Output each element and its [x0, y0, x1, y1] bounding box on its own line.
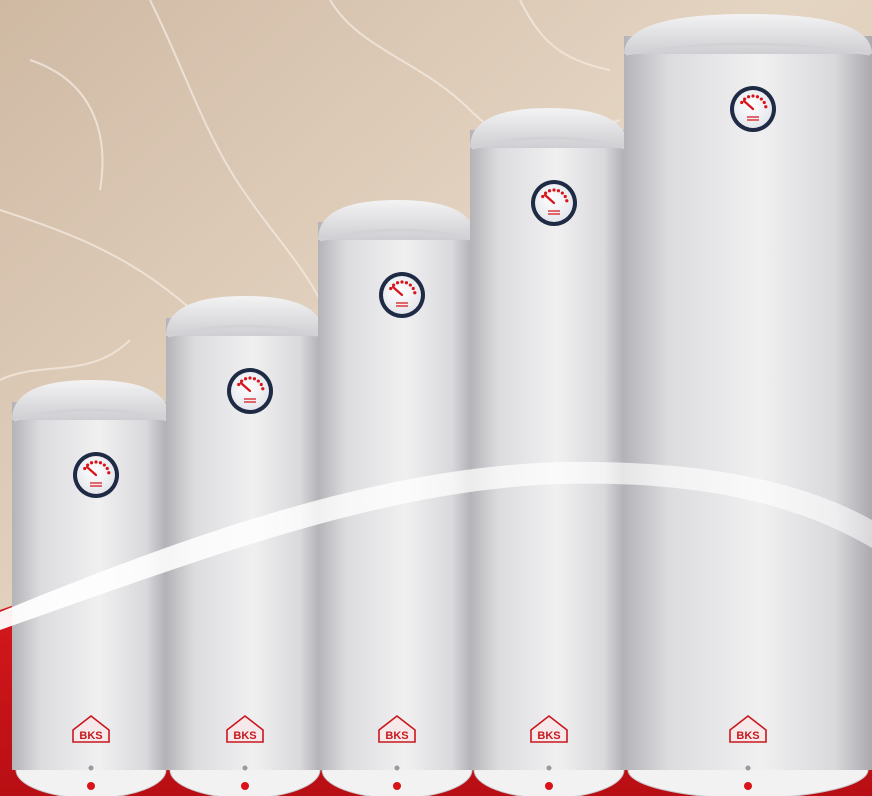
indicator-dot [545, 782, 553, 790]
svg-text:BKS: BKS [537, 730, 560, 742]
thermometer-gauge-icon [531, 180, 577, 226]
indicator-dot [393, 782, 401, 790]
svg-text:BKS: BKS [736, 730, 759, 742]
indicator-dot [87, 782, 95, 790]
water-heater: BKS [470, 108, 628, 796]
indicator-dot [744, 782, 752, 790]
thermometer-gauge-icon [730, 86, 776, 132]
thermometer-gauge-icon [73, 452, 119, 498]
svg-text:BKS: BKS [79, 730, 102, 742]
thermometer-gauge-icon [227, 368, 273, 414]
thermometer-gauge-icon [379, 272, 425, 318]
water-heater: BKS [624, 14, 872, 796]
indicator-dot [241, 782, 249, 790]
svg-text:BKS: BKS [233, 730, 256, 742]
svg-text:BKS: BKS [385, 730, 408, 742]
